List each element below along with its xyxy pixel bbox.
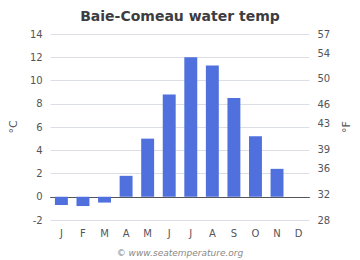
svg-text:J: J — [59, 228, 63, 239]
svg-text:32: 32 — [317, 189, 330, 200]
svg-text:M: M — [143, 228, 152, 239]
svg-text:A: A — [123, 228, 130, 239]
svg-text:6: 6 — [36, 122, 42, 133]
svg-text:°C: °C — [7, 120, 20, 134]
svg-text:36: 36 — [317, 163, 330, 174]
svg-text:A: A — [209, 228, 216, 239]
svg-text:14: 14 — [30, 29, 43, 40]
svg-text:28: 28 — [317, 215, 330, 226]
svg-text:F: F — [80, 228, 86, 239]
svg-text:J: J — [167, 228, 171, 239]
svg-text:D: D — [295, 228, 303, 239]
svg-text:12: 12 — [30, 52, 43, 63]
svg-text:S: S — [231, 228, 237, 239]
svg-text:0: 0 — [36, 191, 42, 202]
svg-text:54: 54 — [317, 48, 330, 59]
svg-text:8: 8 — [36, 98, 42, 109]
svg-text:43: 43 — [317, 118, 330, 129]
svg-text:O: O — [252, 228, 260, 239]
svg-text:© www.seatemperature.org: © www.seatemperature.org — [117, 248, 244, 258]
svg-text:-2: -2 — [33, 215, 43, 226]
svg-text:4: 4 — [36, 145, 42, 156]
svg-text:46: 46 — [317, 99, 330, 110]
svg-text:50: 50 — [317, 73, 330, 84]
svg-text:10: 10 — [30, 75, 43, 86]
svg-text:57: 57 — [317, 29, 330, 40]
svg-text:J: J — [188, 228, 192, 239]
svg-text:M: M — [100, 228, 109, 239]
svg-text:Baie-Comeau water temp: Baie-Comeau water temp — [80, 8, 280, 24]
svg-text:2: 2 — [36, 168, 42, 179]
svg-text:N: N — [273, 228, 280, 239]
svg-text:°F: °F — [340, 121, 353, 133]
svg-text:39: 39 — [317, 144, 330, 155]
